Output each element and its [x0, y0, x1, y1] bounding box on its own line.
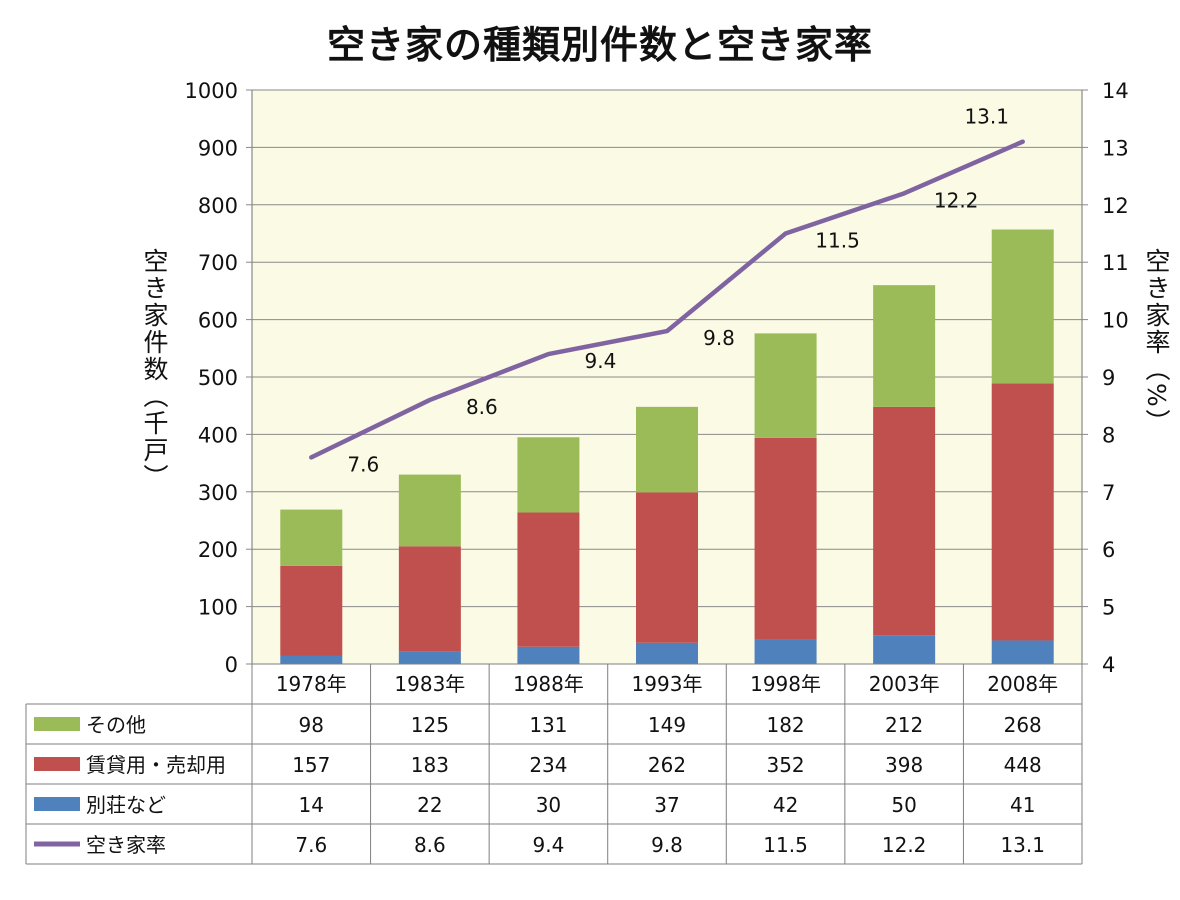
y-tick-label: 400	[198, 423, 238, 447]
y2-tick-label: 9	[1102, 366, 1115, 390]
bar-segment	[636, 642, 698, 664]
bar-segment	[636, 406, 698, 493]
table-cell: 11.5	[763, 833, 808, 857]
bar-segment	[636, 492, 698, 643]
table-cell: 352	[766, 753, 804, 777]
table-cell: 262	[648, 753, 686, 777]
y-axis-label-right: 空き家率（%）	[1142, 248, 1171, 436]
table-cell: 8.6	[414, 833, 446, 857]
x-tick-label: 1998年	[750, 672, 821, 696]
x-tick-label: 2003年	[869, 672, 940, 696]
table-cell: 9.8	[651, 833, 683, 857]
bar-segment	[517, 512, 580, 647]
bar-segment	[873, 285, 936, 407]
table-cell: 398	[885, 753, 923, 777]
legend-label: 別荘など	[86, 793, 166, 817]
vacancy-rate-data-label: 7.6	[347, 452, 379, 476]
table-cell: 42	[773, 793, 798, 817]
table-cell: 12.2	[882, 833, 927, 857]
y2-tick-label: 14	[1102, 79, 1129, 103]
y-tick-label: 800	[198, 194, 238, 218]
bar-segment	[754, 437, 817, 640]
x-tick-label: 1978年	[276, 672, 347, 696]
bar-segment	[398, 546, 461, 652]
bar-segment	[517, 646, 580, 664]
chart-title: 空き家の種類別件数と空き家率	[326, 23, 873, 67]
table-cell: 183	[411, 753, 449, 777]
table-cell: 448	[1004, 753, 1042, 777]
bar-segment	[991, 229, 1054, 384]
y2-tick-label: 11	[1102, 251, 1129, 275]
table-cell: 13.1	[1000, 833, 1045, 857]
y2-tick-label: 7	[1102, 481, 1115, 505]
bar-segment	[991, 640, 1054, 664]
table-cell: 41	[1010, 793, 1035, 817]
table-cell: 50	[891, 793, 916, 817]
legend-label: その他	[86, 713, 146, 737]
y2-tick-label: 13	[1102, 136, 1129, 160]
x-tick-label: 1993年	[632, 672, 703, 696]
table-cell: 157	[292, 753, 330, 777]
legend-label: 賃貸用・売却用	[86, 753, 226, 777]
table-cell: 98	[299, 713, 324, 737]
table-cell: 234	[529, 753, 567, 777]
x-tick-label: 1983年	[394, 672, 465, 696]
bar-segment	[754, 333, 817, 438]
y-tick-label: 1000	[185, 79, 238, 103]
vacancy-rate-data-label: 11.5	[815, 229, 860, 253]
y-tick-label: 600	[198, 309, 238, 333]
y2-tick-label: 8	[1102, 423, 1115, 447]
y-tick-label: 500	[198, 366, 238, 390]
y2-tick-label: 12	[1102, 194, 1129, 218]
bar-segment	[280, 655, 343, 664]
table-cell: 14	[299, 793, 324, 817]
vacancy-rate-data-label: 9.8	[703, 326, 735, 350]
table-cell: 268	[1004, 713, 1042, 737]
bar-segment	[280, 565, 343, 656]
legend-key	[34, 717, 80, 731]
bar-segment	[873, 406, 936, 636]
table-cell: 9.4	[533, 833, 565, 857]
vacancy-rate-data-label: 9.4	[585, 349, 617, 373]
bar-segment	[517, 437, 580, 513]
bar-segment	[398, 651, 461, 664]
bar-segment	[398, 474, 461, 547]
table-cell: 131	[529, 713, 567, 737]
table-cell: 30	[536, 793, 561, 817]
table-cell: 125	[411, 713, 449, 737]
vacancy-rate-data-label: 12.2	[934, 188, 979, 212]
y2-tick-label: 5	[1102, 596, 1115, 620]
y-tick-label: 700	[198, 251, 238, 275]
bar-segment	[280, 509, 343, 566]
y-tick-label: 900	[198, 136, 238, 160]
legend-label: 空き家率	[86, 833, 166, 857]
bar-segment	[754, 639, 817, 664]
table-cell: 149	[648, 713, 686, 737]
bar-segment	[873, 635, 936, 664]
vacancy-rate-data-label: 13.1	[964, 105, 1009, 129]
y-tick-label: 300	[198, 481, 238, 505]
y-tick-label: 0	[225, 653, 238, 677]
table-cell: 182	[766, 713, 804, 737]
legend-key	[34, 797, 80, 811]
y-tick-label: 200	[198, 538, 238, 562]
bar-segment	[991, 383, 1054, 641]
y2-tick-label: 6	[1102, 538, 1115, 562]
vacancy-rate-data-label: 8.6	[466, 395, 498, 419]
y-tick-label: 100	[198, 596, 238, 620]
table-cell: 37	[654, 793, 679, 817]
y2-tick-label: 10	[1102, 309, 1129, 333]
x-tick-label: 2008年	[987, 672, 1058, 696]
table-cell: 22	[417, 793, 442, 817]
y-axis-label-left: 空き家件数（千戸）	[140, 248, 169, 491]
legend-key	[34, 757, 80, 771]
table-cell: 212	[885, 713, 923, 737]
table-cell: 7.6	[295, 833, 327, 857]
vacancy-rate-line	[309, 139, 1025, 460]
x-tick-label: 1988年	[513, 672, 584, 696]
y2-tick-label: 4	[1102, 653, 1115, 677]
